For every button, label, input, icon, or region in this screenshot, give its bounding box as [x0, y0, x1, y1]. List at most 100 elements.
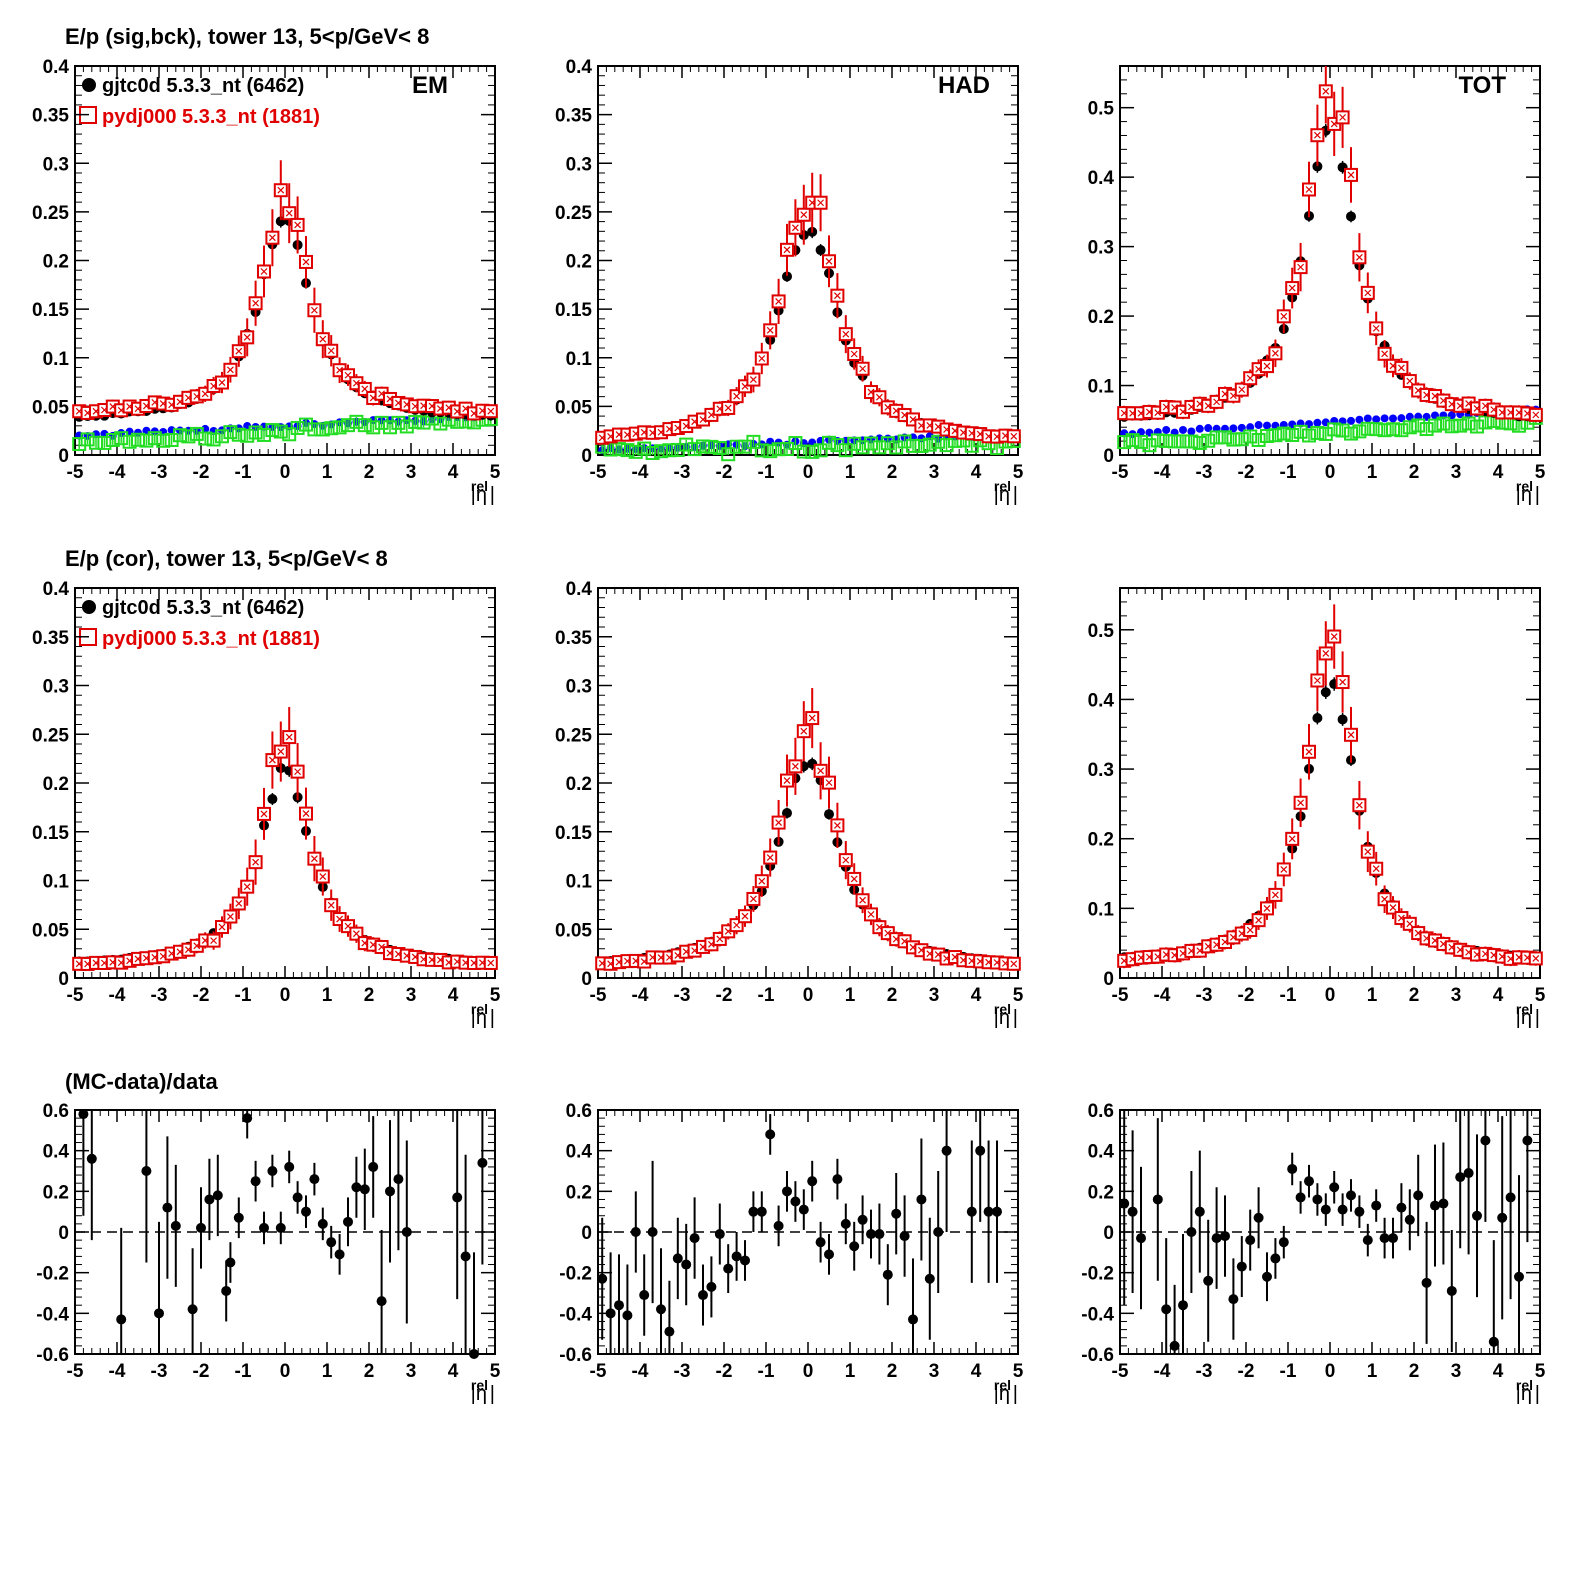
- data-point: [597, 1273, 608, 1284]
- bck-green-point: [754, 443, 769, 458]
- bck-green-point: [324, 421, 339, 436]
- data-point: [899, 1231, 910, 1242]
- y-tick-label: 0.1: [566, 872, 593, 893]
- mc-point-cross: [842, 856, 850, 864]
- y-tick-label: 0: [58, 1223, 69, 1244]
- y-tick-label: 0.2: [566, 774, 592, 795]
- data-point: [1295, 1192, 1306, 1203]
- bck-blue-point: [1187, 427, 1196, 436]
- mc-point-cross: [1532, 411, 1540, 419]
- mc-point-cross: [833, 292, 841, 300]
- x-tick-label: 2: [887, 985, 898, 1006]
- data-point: [1312, 1194, 1323, 1205]
- mc-point-cross: [833, 821, 841, 829]
- mc-point-cross: [859, 365, 867, 373]
- x-tick-label: 5: [1013, 985, 1024, 1006]
- data-point: [1337, 1204, 1348, 1215]
- x-axis-label: |η: [1516, 484, 1532, 506]
- mc-point-cross: [766, 854, 774, 861]
- data-point: [807, 1176, 818, 1187]
- y-tick-label: 0.5: [1088, 99, 1115, 120]
- data-point: [916, 1194, 927, 1205]
- x-tick-label: 4: [971, 462, 982, 483]
- x-axis-label: |η: [994, 1383, 1010, 1405]
- mc-point-cross: [884, 929, 892, 937]
- data-point: [740, 1255, 750, 1266]
- y-tick-label: 0.2: [43, 774, 69, 795]
- mc-point-cross: [1381, 350, 1389, 358]
- bck-green-point: [1318, 426, 1333, 441]
- bck-green-point: [696, 439, 710, 454]
- bck-green-point: [822, 435, 836, 450]
- bck-green-point: [72, 437, 87, 452]
- data-point: [731, 1251, 742, 1262]
- bck-green-point: [1377, 423, 1392, 438]
- x-tick-label: 1: [322, 462, 333, 483]
- data-point: [1228, 1294, 1239, 1305]
- data-point: [824, 809, 834, 820]
- bck-green-point: [1209, 430, 1224, 445]
- y-tick-label: 0.4: [1088, 690, 1115, 711]
- data-point: [1186, 1227, 1197, 1237]
- panel-sig-had: -5 -4 -3 -2 -1 0 1 2 3 4 5 0 0.05 0.1 0.15 0.2 0.25 0.3 0.…: [555, 57, 1024, 506]
- x-axis-label-sup: rel: [994, 1001, 1011, 1017]
- bck-green-point: [1125, 433, 1140, 448]
- x-axis-label-sup: rel: [994, 1377, 1011, 1393]
- bck-green-point: [399, 419, 414, 434]
- y-tick-label: 0.2: [43, 252, 69, 273]
- y-tick-label: 0.35: [555, 628, 592, 649]
- mc-point-cross: [210, 937, 218, 945]
- x-tick-label: 3: [1451, 985, 1462, 1006]
- legend-cor: gjtc0d 5.3.3_nt (6462) pydj000 5.3.3_nt …: [79, 597, 320, 650]
- data-point: [824, 1249, 834, 1260]
- mc-point-cross: [800, 727, 808, 735]
- mc-point-cross: [1246, 926, 1254, 934]
- mc-point-cross: [1280, 866, 1288, 873]
- bck-green-point: [1176, 434, 1190, 449]
- x-tick-label: -3: [1196, 462, 1213, 483]
- x-tick-label: 2: [1409, 985, 1420, 1006]
- data-point: [334, 1249, 345, 1260]
- y-tick-label: 0.25: [555, 203, 592, 224]
- bck-green-point: [1167, 434, 1182, 449]
- x-tick-label: 5: [1535, 1361, 1546, 1382]
- bck-blue-point: [1254, 421, 1263, 430]
- data-point: [162, 1202, 173, 1213]
- mc-point-cross: [791, 762, 799, 770]
- bck-blue-point: [1195, 424, 1204, 433]
- data-point: [275, 1222, 286, 1233]
- data-point: [815, 245, 826, 256]
- mc-point-cross: [875, 393, 883, 401]
- y-tick-label: 0.15: [555, 300, 592, 321]
- data-point: [1354, 1206, 1365, 1217]
- bck-green-point: [156, 433, 171, 448]
- bck-green-point: [341, 418, 355, 433]
- bck-green-point: [273, 424, 288, 439]
- y-tick-label: 0.4: [43, 1142, 70, 1163]
- x-tick-label: 2: [364, 462, 375, 483]
- mc-point-cross: [758, 877, 766, 885]
- mc-point-cross: [327, 347, 335, 355]
- y-tick-label: 0: [58, 446, 69, 467]
- mc-point-cross: [226, 913, 234, 920]
- x-tick-label: 1: [1367, 462, 1378, 483]
- mc-point-cross: [252, 858, 260, 866]
- x-tick-label: -4: [632, 462, 649, 483]
- x-tick-label: -4: [109, 1361, 126, 1382]
- y-tick-label: 0.2: [1088, 830, 1114, 851]
- x-tick-label: -4: [1154, 462, 1171, 483]
- bck-green-point: [1117, 435, 1132, 450]
- mc-point-cross: [1330, 633, 1338, 640]
- x-tick-label: 4: [1493, 985, 1504, 1006]
- x-tick-label: -5: [590, 462, 607, 483]
- bck-green-point: [645, 445, 660, 460]
- mc-point-cross: [1010, 960, 1018, 968]
- mc-point-cross: [1414, 929, 1422, 937]
- data-point: [1236, 1261, 1247, 1272]
- mc-point-cross: [1271, 349, 1279, 357]
- x-tick-label: -5: [67, 462, 84, 483]
- bck-green-point: [366, 420, 381, 435]
- data-point: [857, 1214, 868, 1225]
